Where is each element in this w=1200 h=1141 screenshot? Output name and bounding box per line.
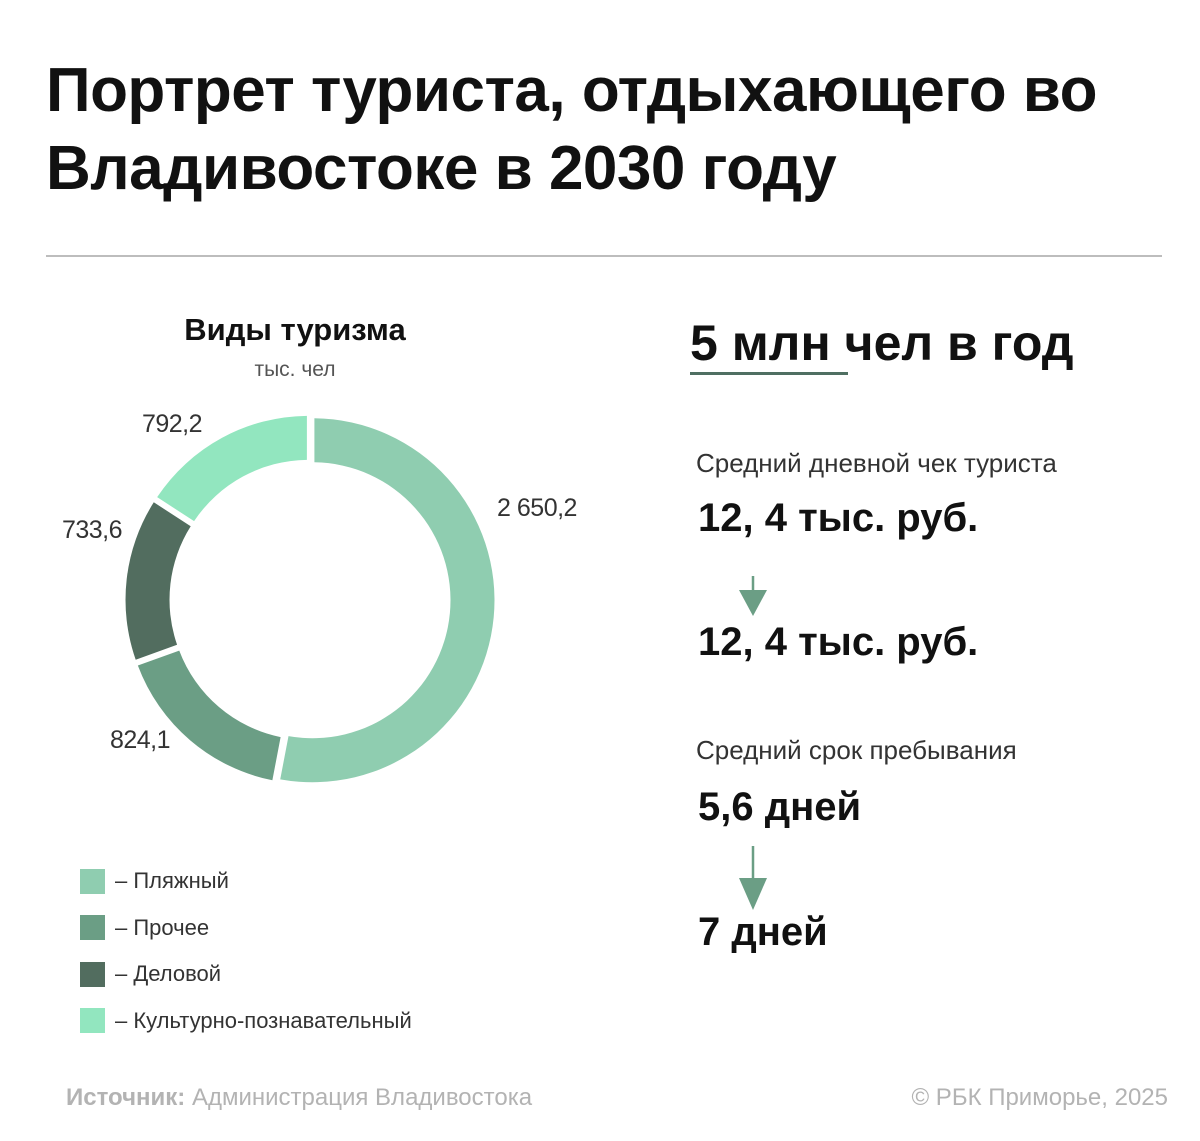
legend-swatch-other [80, 915, 105, 941]
copyright: © РБК Приморье, 2025 [911, 1084, 1168, 1111]
stay-duration-to: 7 дней [698, 910, 828, 954]
daily-check-to: 12, 4 тыс. руб. [698, 620, 979, 664]
slice-value-beach: 2 650,2 [497, 494, 577, 522]
donut-chart: 2 650,2 824,1 733,6 792,2 [62, 410, 577, 783]
stay-duration-label: Средний срок пребывания [696, 735, 1017, 765]
arrow-down-icon [739, 576, 767, 616]
donut-slice-other [137, 650, 281, 781]
source-value: Администрация Владивостока [191, 1084, 533, 1111]
legend-swatch-business [80, 961, 105, 987]
legend-label-cultural: – Культурно-познавательный [115, 1007, 412, 1033]
slice-value-business: 733,6 [62, 516, 122, 544]
chart-title: Виды туризма [184, 312, 406, 347]
legend-label-business: – Деловой [115, 961, 222, 987]
legend-swatch-cultural [80, 1008, 105, 1034]
headline-visitors: 5 млн чел в год [690, 315, 1074, 371]
donut-slice-business [125, 502, 191, 660]
title-divider [46, 255, 1162, 257]
source-label: Источник: [66, 1084, 186, 1111]
legend-item-cultural: – Культурно-познавательный [80, 998, 412, 1045]
slice-value-other: 824,1 [110, 726, 170, 754]
chart-unit: тыс. чел [254, 358, 336, 381]
chart-legend: – Пляжный – Прочее – Деловой – Культурно… [80, 858, 412, 1044]
legend-item-beach: – Пляжный [80, 858, 412, 905]
page-title: Портрет туриста, отдыхающего во Владивос… [46, 56, 1097, 203]
legend-label-other: – Прочее [115, 914, 210, 940]
legend-label-beach: – Пляжный [115, 868, 229, 894]
slice-value-cultural: 792,2 [142, 410, 202, 438]
legend-swatch-beach [80, 868, 105, 894]
stay-duration-from: 5,6 дней [698, 785, 862, 829]
headline-underline [690, 372, 848, 375]
legend-item-business: – Деловой [80, 951, 412, 998]
donut-slice-beach [280, 418, 495, 783]
daily-check-from: 12, 4 тыс. руб. [698, 496, 979, 540]
legend-item-other: – Прочее [80, 905, 412, 952]
donut-slice-cultural [157, 415, 307, 522]
daily-check-label: Средний дневной чек туриста [696, 448, 1057, 478]
source-note: Источник: Администрация Владивостока [66, 1084, 532, 1112]
arrow-down-icon [739, 846, 767, 910]
